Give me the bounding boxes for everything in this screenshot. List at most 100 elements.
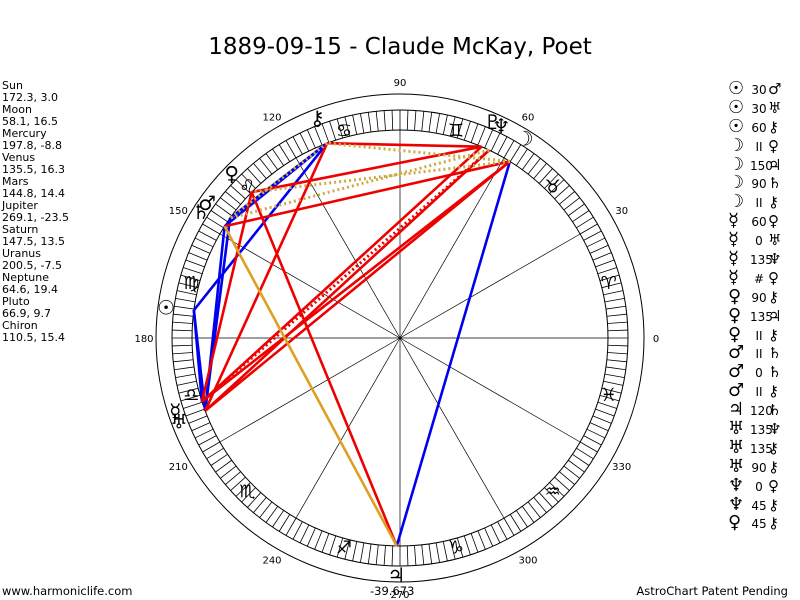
degree-tick xyxy=(586,428,606,439)
degree-tick xyxy=(563,465,580,479)
aspect-line xyxy=(204,149,491,412)
degree-tick xyxy=(497,136,508,155)
outer-ring xyxy=(155,93,645,583)
aspect-row: ♀ II ⚷ xyxy=(728,325,781,345)
aspect-line xyxy=(200,148,491,403)
degree-tick xyxy=(449,539,456,560)
spoke-line xyxy=(295,157,401,339)
zodiac-sign-icon: ♉ xyxy=(545,176,561,197)
degree-tick xyxy=(391,110,394,131)
aspect-line xyxy=(229,141,329,220)
aspect-line xyxy=(201,160,511,403)
aspect-planet-1: ☉ xyxy=(728,96,745,118)
aspect-planet-2: ⚷ xyxy=(768,193,779,212)
degree-tick xyxy=(191,422,211,432)
aspect-planet-2: ⚷ xyxy=(768,287,779,306)
aspect-angle: 90 xyxy=(751,177,767,192)
degree-tick xyxy=(597,267,617,275)
aspect-list: ☉ 30♂ ☉ 30♅ ☉ 60⚷ ☽ II ♀ ☽ 150♃ ☽ 90♄ ☽ II ⚷ ☿ 60♀ ☿ 0 ♅ ☿ 135… xyxy=(728,79,782,533)
aspect-angle: 0 xyxy=(755,366,763,381)
zodiac-sign-icon: ♌ xyxy=(239,176,255,197)
degree-tick xyxy=(515,510,528,528)
degree-tick xyxy=(174,305,195,310)
degree-tick xyxy=(607,352,628,355)
degree-tick xyxy=(265,153,279,170)
degree-tick xyxy=(375,111,379,132)
degree-tick xyxy=(414,545,417,566)
degree-label: 180 xyxy=(134,334,153,345)
degree-tick xyxy=(285,517,297,536)
aspect-row: ☿ # ♀ xyxy=(728,266,781,288)
planet-name-pluto: Pluto xyxy=(2,295,30,308)
aspect-planet-1: ♅ xyxy=(728,436,745,458)
aspect-angle: 30 xyxy=(751,101,767,116)
degree-tick xyxy=(206,447,224,460)
aspect-planet-1: ☽ xyxy=(728,153,745,175)
aspect-angle: II xyxy=(755,328,763,343)
degree-tick xyxy=(583,435,602,446)
planet-coords-jupiter: 269.1, -23.5 xyxy=(2,211,69,224)
degree-tick xyxy=(175,298,196,303)
aspect-row: ♀ 135♃ xyxy=(728,306,781,326)
planet-coords-pluto: 66.9, 9.7 xyxy=(2,307,51,320)
aspect-planet-2: ⚷ xyxy=(768,382,779,401)
degree-tick xyxy=(259,158,273,175)
degree-tick xyxy=(241,173,256,189)
ayanamsa-value: -39.673 xyxy=(370,584,415,598)
degree-tick xyxy=(175,373,196,378)
degree-tick xyxy=(272,148,285,166)
degree-tick xyxy=(336,537,344,558)
zodiac-sign-icon: ♏ xyxy=(239,482,255,503)
aspect-angle: 135 xyxy=(750,253,773,268)
degree-tick xyxy=(215,459,232,473)
degree-tick xyxy=(314,126,323,146)
degree-tick xyxy=(180,394,201,402)
planet-position-list: Sun 172.3, 3.0 Moon 58.1, 16.5 Mercury 197.8,… xyxy=(2,80,69,344)
degree-tick xyxy=(456,118,464,139)
degree-tick xyxy=(336,118,344,139)
website-link[interactable]: www.harmoniclife.com xyxy=(2,584,133,598)
aspect-angle: II xyxy=(755,139,763,154)
degree-tick xyxy=(220,197,237,211)
degree-tick xyxy=(172,344,193,347)
aspect-planet-1: ☽ xyxy=(728,172,745,194)
degree-tick xyxy=(607,329,628,332)
degree-tick xyxy=(607,321,628,324)
aspect-row: ♂ II ⚷ xyxy=(728,381,781,401)
degree-tick xyxy=(538,168,553,184)
aspect-angle: 0 xyxy=(755,479,763,494)
aspect-angle: 0 xyxy=(755,234,763,249)
degree-tick xyxy=(391,545,394,566)
degree-label: 120 xyxy=(262,112,281,123)
degree-tick xyxy=(605,366,626,371)
zodiac-sign-icon: ♑ xyxy=(448,538,464,559)
degree-tick xyxy=(579,441,598,453)
degree-tick xyxy=(421,111,425,132)
degree-tick xyxy=(549,179,565,194)
aspect-line xyxy=(200,191,253,402)
degree-tick xyxy=(259,501,273,518)
planet-glyph-mars: ♂ xyxy=(198,191,216,215)
aspect-planet-2: ♅ xyxy=(768,98,782,117)
degree-tick xyxy=(206,216,224,229)
aspect-row: ☉ 60⚷ xyxy=(728,115,781,137)
aspect-line xyxy=(203,142,329,412)
degree-tick xyxy=(306,129,316,149)
aspect-planet-2: ♄ xyxy=(768,174,782,193)
planet-coords-mercury: 197.8, -8.8 xyxy=(2,139,62,152)
aspect-planet-1: ♆ xyxy=(728,493,745,515)
degree-tick xyxy=(559,471,575,485)
degree-label: 300 xyxy=(518,556,537,567)
degree-label: 0 xyxy=(653,334,659,345)
degree-tick xyxy=(490,132,501,152)
aspect-planet-1: ♆ xyxy=(728,474,745,496)
planet-name-sun: Sun xyxy=(2,79,23,92)
aspect-planet-2: ⚷ xyxy=(768,325,779,344)
degree-tick xyxy=(278,514,291,532)
planet-coords-chiron: 110.5, 15.4 xyxy=(2,331,65,344)
zodiac-sign-icon: ♐ xyxy=(336,538,352,559)
aspect-line xyxy=(327,141,511,163)
aspect-planet-1: ☿ xyxy=(728,266,740,288)
aspect-planet-1: ☉ xyxy=(728,115,745,137)
degree-tick xyxy=(428,112,433,133)
